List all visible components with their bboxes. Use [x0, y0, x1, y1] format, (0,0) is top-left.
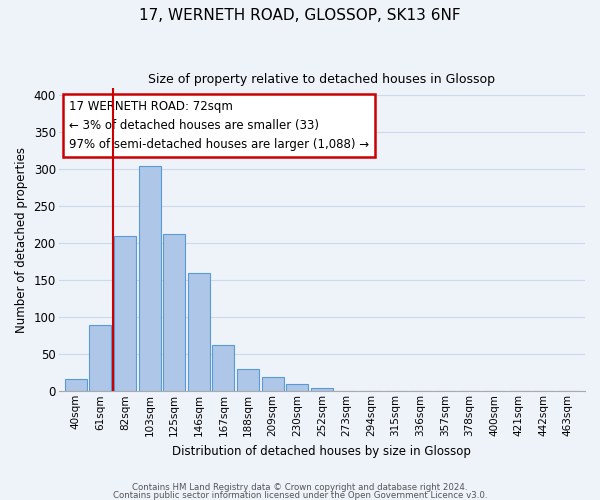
- Text: Contains public sector information licensed under the Open Government Licence v3: Contains public sector information licen…: [113, 490, 487, 500]
- Bar: [139, 166, 161, 392]
- Bar: [212, 344, 235, 392]
- Title: Size of property relative to detached houses in Glossop: Size of property relative to detached ho…: [148, 72, 495, 86]
- Bar: [237, 369, 259, 392]
- Y-axis label: Number of detached properties: Number of detached properties: [15, 146, 28, 332]
- Bar: [114, 236, 136, 392]
- X-axis label: Distribution of detached houses by size in Glossop: Distribution of detached houses by size …: [172, 444, 471, 458]
- Bar: [163, 234, 185, 392]
- Bar: [286, 384, 308, 392]
- Bar: [458, 390, 481, 392]
- Bar: [65, 378, 87, 392]
- Bar: [188, 273, 210, 392]
- Text: Contains HM Land Registry data © Crown copyright and database right 2024.: Contains HM Land Registry data © Crown c…: [132, 484, 468, 492]
- Bar: [311, 388, 333, 392]
- Text: 17, WERNETH ROAD, GLOSSOP, SK13 6NF: 17, WERNETH ROAD, GLOSSOP, SK13 6NF: [139, 8, 461, 22]
- Bar: [557, 390, 579, 392]
- Bar: [335, 390, 358, 392]
- Text: 17 WERNETH ROAD: 72sqm
← 3% of detached houses are smaller (33)
97% of semi-deta: 17 WERNETH ROAD: 72sqm ← 3% of detached …: [69, 100, 369, 151]
- Bar: [360, 390, 382, 392]
- Bar: [89, 324, 112, 392]
- Bar: [262, 377, 284, 392]
